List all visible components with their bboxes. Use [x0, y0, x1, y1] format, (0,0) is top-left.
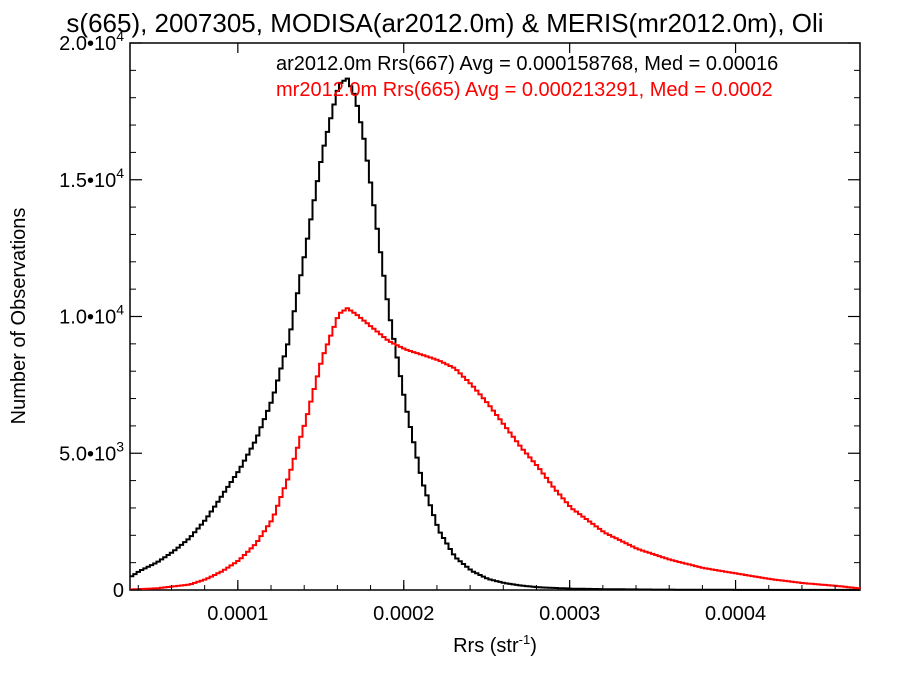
x-axis: 0.0001 0.0002 0.0003 0.0004 — [137, 43, 836, 625]
x-tick-label-3: 0.0004 — [705, 603, 766, 625]
y-tick-label-3: 1.5•104 — [59, 165, 124, 192]
y-tick-label-2: 1.0•104 — [59, 302, 124, 329]
x-tick-label-2: 0.0003 — [539, 603, 600, 625]
x-axis-label-end: ) — [530, 635, 537, 657]
y-tick-label-4: 2.0•104 — [59, 28, 124, 55]
legend-entry-modisa: ar2012.0m Rrs(667) Avg = 0.000158768, Me… — [276, 53, 778, 75]
y-tick-label-1: 5.0•103 — [59, 438, 124, 465]
x-tick-label-1: 0.0002 — [373, 603, 434, 625]
x-axis-label-main: Rrs (str — [453, 635, 519, 657]
y-axis-label: Number of Observations — [8, 208, 30, 425]
y-tick-label-0: 0 — [113, 580, 124, 602]
x-axis-label: Rrs (str-1) — [453, 632, 537, 657]
chart-title: s(665), 2007305, MODISA(ar2012.0m) & MER… — [66, 8, 823, 38]
x-tick-label-0: 0.0001 — [207, 603, 268, 625]
y-axis: 0 5.0•103 1.0•104 1.5•104 2.0•104 — [59, 28, 860, 602]
series-line-1 — [130, 307, 861, 591]
x-axis-label-superscript: -1 — [519, 632, 531, 647]
series-layer — [130, 77, 861, 591]
plot-frame — [129, 42, 861, 591]
legend-entry-meris: mr2012.0m Rrs(665) Avg = 0.000213291, Me… — [276, 79, 773, 101]
series-line-0 — [130, 77, 860, 591]
